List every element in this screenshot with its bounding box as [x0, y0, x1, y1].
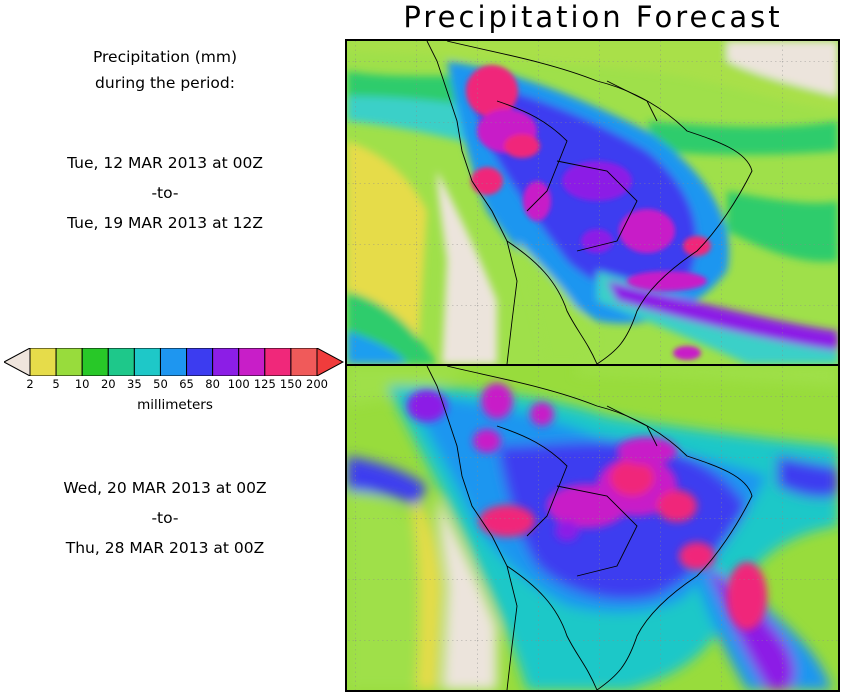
period1-end: Tue, 19 MAR 2013 at 12Z	[67, 214, 263, 232]
colorbar-tick-label: 125	[253, 377, 276, 391]
colorbar-tick-label: 50	[153, 377, 168, 391]
colorbar-tick-label: 65	[179, 377, 194, 391]
period2-start: Wed, 20 MAR 2013 at 00Z	[63, 479, 267, 497]
colorbar-tick-label: 80	[205, 377, 220, 391]
colorbar-tick-label: 150	[279, 377, 302, 391]
precipitation-map-1	[347, 41, 838, 364]
colorbar-swatch	[290, 348, 318, 376]
colorbar-swatch	[133, 348, 161, 376]
period1-start: Tue, 12 MAR 2013 at 00Z	[67, 154, 263, 172]
colorbar-tick-label: 10	[74, 377, 90, 391]
period1-label: Tue, 12 MAR 2013 at 00Z -to- Tue, 19 MAR…	[0, 148, 330, 238]
colorbar-high-arrow	[316, 348, 344, 376]
colorbar-swatch	[212, 348, 240, 376]
colorbar-tick-label: 20	[100, 377, 116, 391]
colorbar-swatch	[55, 348, 83, 376]
colorbar-swatch	[29, 348, 57, 376]
colorbar-tick-label: 5	[52, 377, 60, 391]
colorbar-tick-label: 200	[306, 377, 328, 391]
forecast-map-period1	[345, 39, 840, 366]
period1-sep: -to-	[151, 184, 179, 202]
colorbar-ticks: 2 5 10 20 35 50 65 80 100 125 150 200	[0, 377, 345, 393]
legend-header: Precipitation (mm) during the period:	[0, 44, 330, 96]
colorbar-swatch	[238, 348, 266, 376]
legend-header-line1: Precipitation (mm)	[92, 48, 238, 66]
colorbar-swatch	[264, 348, 292, 376]
colorbar-tick-label: 2	[26, 377, 34, 391]
colorbar-swatch	[107, 348, 135, 376]
chart-title: Precipitation Forecast	[403, 0, 783, 34]
period2-label: Wed, 20 MAR 2013 at 00Z -to- Thu, 28 MAR…	[0, 473, 330, 563]
period2-sep: -to-	[151, 509, 179, 527]
period2-end: Thu, 28 MAR 2013 at 00Z	[65, 539, 265, 557]
colorbar-swatch	[159, 348, 188, 376]
colorbar	[4, 348, 344, 376]
colorbar-unit: millimeters	[137, 397, 213, 413]
colorbar-tick-label: 100	[227, 377, 250, 391]
precipitation-map-2	[347, 366, 838, 690]
forecast-map-period2	[345, 364, 840, 692]
colorbar-swatch	[186, 348, 214, 376]
colorbar-swatch	[81, 348, 109, 376]
colorbar-tick-label: 35	[127, 377, 142, 391]
colorbar-low-arrow	[4, 348, 31, 376]
legend-header-line2: during the period:	[95, 74, 235, 92]
